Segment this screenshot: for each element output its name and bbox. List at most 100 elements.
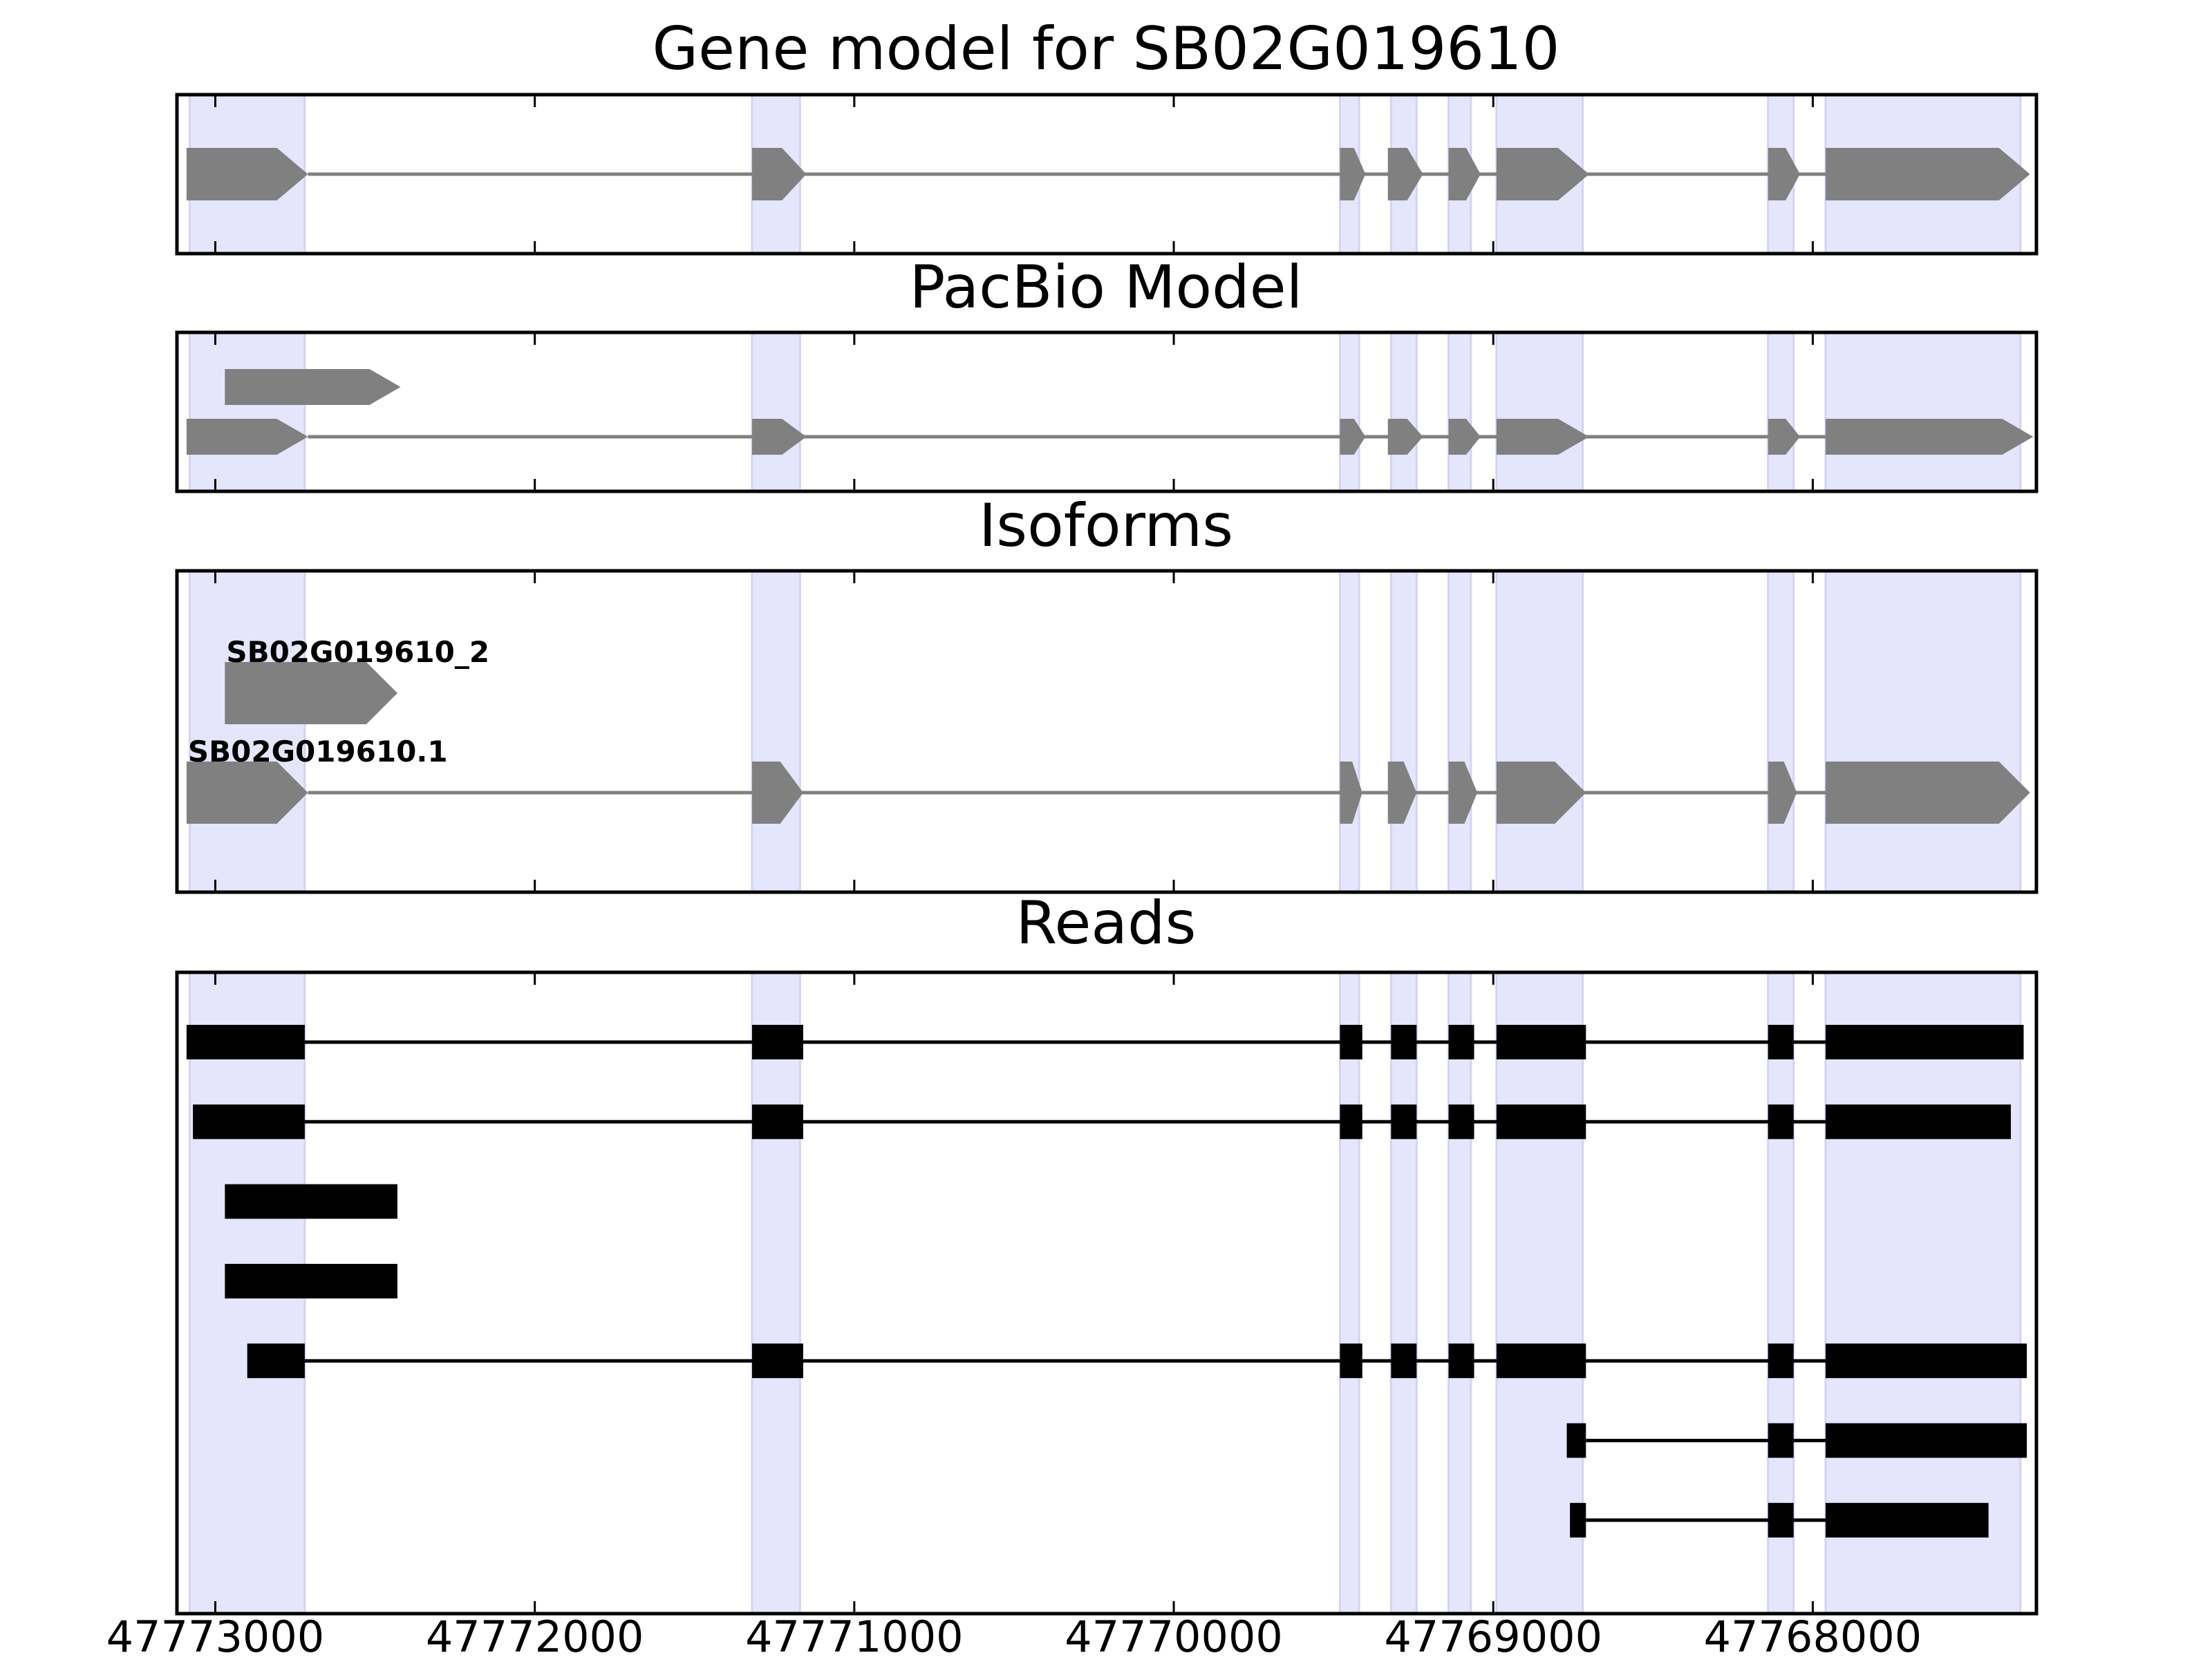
panel-frame <box>175 970 2038 1616</box>
panel-frame <box>175 330 2038 493</box>
exon-region-shade <box>1495 971 1584 1615</box>
exon-region-shade <box>188 331 306 493</box>
isoform-exon <box>1768 762 1797 824</box>
exon-region-shade <box>1824 569 2022 894</box>
exon-region-shade <box>1447 971 1472 1615</box>
gene-model-exon <box>1825 148 2030 200</box>
x-tick-label: 47773000 <box>106 1612 325 1659</box>
read-exon <box>1496 1025 1586 1059</box>
exon-region-shade <box>1495 331 1584 493</box>
pacbio-model-exon <box>1768 419 1800 455</box>
exon-region-shade <box>1338 569 1360 894</box>
gene-model-exon <box>1448 148 1481 200</box>
read-exon <box>751 1025 803 1059</box>
read-exon <box>186 1025 305 1059</box>
read-exon <box>1768 1502 1794 1538</box>
read-exon <box>247 1343 305 1379</box>
read-exon <box>1391 1104 1417 1140</box>
read-exon <box>1391 1025 1417 1059</box>
isoform-label: SB02G019610_2 <box>226 635 489 669</box>
isoform-exon <box>1340 762 1362 824</box>
pacbio-model-exon <box>1825 419 2034 455</box>
read-exon <box>1768 1025 1794 1059</box>
x-axis-tick-labels: 47773000 47772000 47771000 47770000 47769000… <box>106 1612 1922 1662</box>
exon-region-shade <box>1389 331 1418 493</box>
read-exon <box>1768 1343 1794 1379</box>
read-exon <box>1340 1104 1362 1140</box>
read-exon <box>1825 1104 2012 1140</box>
gene-model-exon <box>186 148 308 200</box>
exon-region-shade <box>1338 971 1360 1615</box>
pacbio-model-panel <box>175 330 2038 493</box>
isoform-exon <box>1387 762 1417 824</box>
read-exon <box>225 1184 397 1219</box>
read-exon <box>1768 1423 1794 1458</box>
read-exon <box>751 1343 803 1379</box>
pacbio-model-exon <box>1387 419 1423 455</box>
isoform-exon <box>186 762 308 824</box>
gene-model-exon <box>1768 148 1800 200</box>
exon-region-shade <box>1824 331 2022 493</box>
exon-region-shade <box>1447 569 1472 894</box>
x-tick-label: 47771000 <box>745 1612 964 1659</box>
read-exon <box>751 1104 803 1140</box>
panel-frame <box>175 93 2038 256</box>
isoform-exon <box>751 762 803 824</box>
read-exon <box>1570 1502 1586 1538</box>
read-exon <box>1825 1343 2027 1379</box>
exon-region-shade <box>1389 569 1418 894</box>
isoform-exon <box>1496 762 1586 824</box>
pacbio-model-exon <box>186 419 308 455</box>
x-tick-label: 47768000 <box>1704 1612 1922 1659</box>
read-exon <box>1448 1104 1474 1140</box>
reads-panel-title: Reads <box>1016 889 1197 958</box>
read-exon <box>193 1104 305 1140</box>
reads-panel <box>175 970 2038 1616</box>
pacbio-model-exon <box>751 419 807 455</box>
isoforms-panel-title: Isoforms <box>979 491 1233 560</box>
read-exon <box>1340 1025 1362 1059</box>
read-exon <box>1340 1343 1362 1379</box>
exon-region-shade <box>1338 331 1360 493</box>
pacbio-model-exon <box>1340 419 1366 455</box>
pacbio-model-exon <box>1496 419 1589 455</box>
read-exon <box>225 1263 397 1299</box>
read-exon <box>1768 1104 1794 1140</box>
exon-region-shade <box>1447 331 1472 493</box>
isoform-exon <box>1825 762 2030 824</box>
exon-region-shade <box>1389 971 1418 1615</box>
exon-region-shade <box>751 971 801 1615</box>
exon-region-shade <box>188 569 306 894</box>
gene-model-exon <box>1340 148 1366 200</box>
x-tick-label: 47770000 <box>1065 1612 1283 1659</box>
isoform-label: SB02G019610.1 <box>188 735 448 768</box>
read-exon <box>1448 1343 1474 1379</box>
pacbio-model-exon <box>225 369 401 405</box>
read-exon <box>1448 1025 1474 1059</box>
isoforms-panel: SB02G019610_2 SB02G019610.1 <box>175 569 2038 894</box>
isoform-exon <box>225 662 397 724</box>
read-exon <box>1496 1343 1586 1379</box>
pacbio-panel-title: PacBio Model <box>909 253 1302 322</box>
gene-model-panel <box>175 93 2038 256</box>
read-exon <box>1825 1025 2024 1059</box>
isoform-exon <box>1448 762 1478 824</box>
read-exon <box>1825 1502 1989 1538</box>
read-exon <box>1566 1423 1586 1458</box>
pacbio-model-exon <box>1448 419 1481 455</box>
exon-region-shade <box>751 331 801 493</box>
exon-region-shade <box>1495 569 1584 894</box>
read-exon <box>1825 1423 2027 1458</box>
x-tick-label: 47769000 <box>1384 1612 1602 1659</box>
x-tick-label: 47772000 <box>426 1612 644 1659</box>
gene-panel-title: Gene model for SB02G019610 <box>653 15 1560 84</box>
exon-region-shade <box>751 569 801 894</box>
read-exon <box>1391 1343 1417 1379</box>
exon-region-shade <box>1767 331 1795 493</box>
gene-model-exon <box>1387 148 1423 200</box>
gene-model-exon <box>1496 148 1589 200</box>
gene-model-exon <box>751 148 807 200</box>
read-exon <box>1496 1104 1586 1140</box>
